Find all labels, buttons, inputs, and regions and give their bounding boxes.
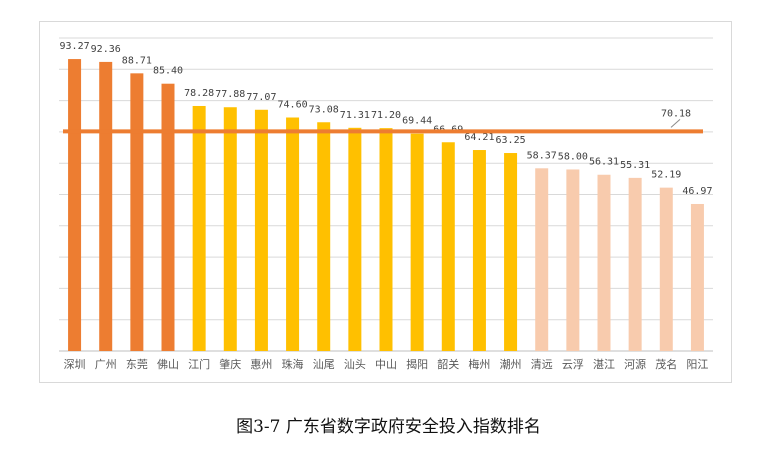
value-label: 46.97 [682, 186, 712, 197]
category-label: 肇庆 [219, 357, 241, 371]
value-label: 58.00 [558, 151, 588, 162]
bar [690, 203, 704, 351]
figure-caption: 图3-7 广东省数字政府安全投入指数排名 [236, 417, 541, 437]
category-label: 中山 [375, 358, 397, 371]
value-label: 73.08 [309, 104, 339, 115]
bar-chart: 93.27 深圳 92.36 广州 88.71 东莞 85.40 佛山 78.28 江门 77.88… [59, 37, 713, 371]
bar [68, 59, 82, 351]
category-label: 惠州 [250, 357, 272, 371]
bar [317, 122, 331, 351]
category-label: 河源 [624, 357, 646, 371]
category-label: 梅州 [468, 357, 490, 371]
category-label: 佛山 [157, 358, 179, 371]
value-label: 71.20 [371, 110, 401, 121]
value-label: 85.40 [153, 66, 183, 77]
value-label: 77.88 [215, 89, 245, 100]
bar [628, 177, 642, 351]
bar [566, 169, 580, 351]
value-label: 69.44 [402, 116, 432, 127]
value-label: 71.31 [340, 110, 370, 121]
bar [348, 127, 362, 351]
chart-frame: 93.27 深圳 92.36 广州 88.71 东莞 85.40 佛山 78.28 江门 77.88… [39, 21, 732, 383]
reference-label-leader [670, 118, 681, 128]
bar [99, 61, 113, 351]
bar [472, 150, 486, 351]
bar [130, 73, 144, 351]
bar [192, 105, 206, 351]
category-label: 广州 [95, 358, 117, 371]
value-label: 55.31 [620, 160, 650, 171]
category-label: 汕尾 [313, 358, 335, 371]
value-label: 92.36 [91, 44, 121, 55]
bar [286, 117, 300, 351]
category-label: 潮州 [500, 357, 522, 371]
bar [379, 128, 393, 351]
value-label: 63.25 [496, 135, 526, 146]
bar [254, 109, 268, 351]
category-label: 云浮 [562, 358, 584, 371]
category-label: 江门 [188, 357, 210, 371]
value-label: 74.60 [278, 100, 308, 111]
category-label: 清远 [531, 358, 553, 371]
value-label: 58.37 [527, 150, 557, 161]
bar [504, 153, 518, 351]
value-label: 56.31 [589, 157, 619, 168]
reference-value-label: 70.18 [661, 108, 691, 119]
value-label: 78.28 [184, 88, 214, 99]
bar [659, 187, 673, 351]
bar [161, 83, 175, 351]
bar [410, 133, 424, 351]
category-label: 珠海 [282, 357, 304, 371]
category-label: 深圳 [64, 358, 86, 371]
category-label: 韶关 [437, 357, 459, 371]
value-label: 52.19 [651, 170, 681, 181]
value-label: 93.27 [60, 41, 90, 52]
category-label: 湛江 [593, 358, 615, 371]
category-label: 茂名 [655, 357, 677, 371]
category-label: 汕头 [344, 358, 366, 371]
value-label: 88.71 [122, 55, 152, 66]
value-label: 64.21 [464, 132, 494, 143]
category-label: 揭阳 [406, 357, 428, 371]
category-label: 东莞 [126, 358, 148, 371]
category-label: 阳江 [686, 358, 708, 371]
bar [223, 107, 237, 352]
bar [535, 168, 549, 351]
value-label: 77.07 [246, 92, 276, 103]
bar [597, 174, 611, 351]
bar [441, 142, 455, 351]
